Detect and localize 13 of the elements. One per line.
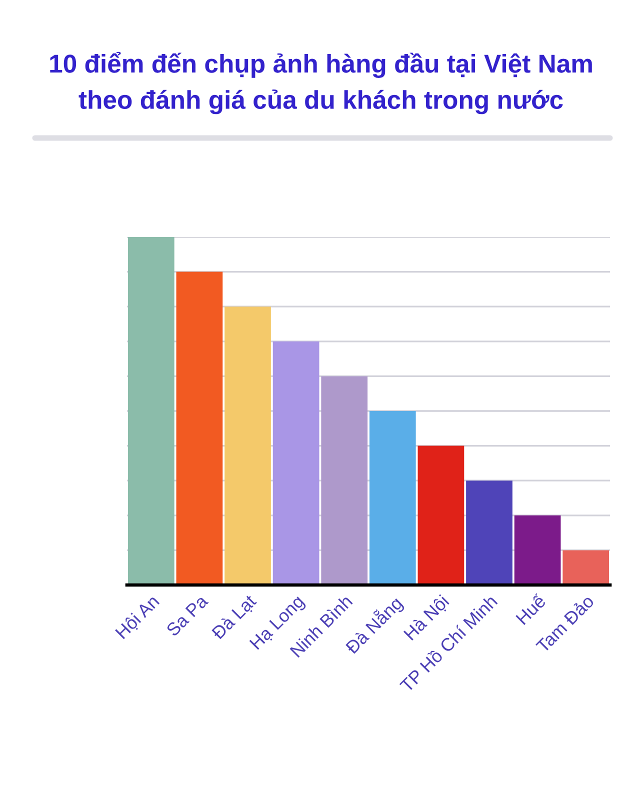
x-tick-label: Hội An bbox=[114, 594, 162, 642]
bar bbox=[224, 306, 271, 585]
bar bbox=[321, 376, 368, 585]
bar bbox=[128, 237, 174, 585]
x-tick-label: Sa Pa bbox=[166, 594, 209, 637]
chart-title: 10 điểm đến chụp ảnh hàng đầu tại Việt Nam theo đánh giá của du khách trong nước bbox=[50, 52, 592, 114]
bar bbox=[562, 550, 610, 585]
bar bbox=[176, 272, 223, 585]
bar bbox=[514, 515, 561, 585]
bar bbox=[272, 341, 320, 585]
bar bbox=[369, 411, 416, 585]
bar bbox=[466, 480, 512, 585]
bar bbox=[418, 446, 464, 585]
